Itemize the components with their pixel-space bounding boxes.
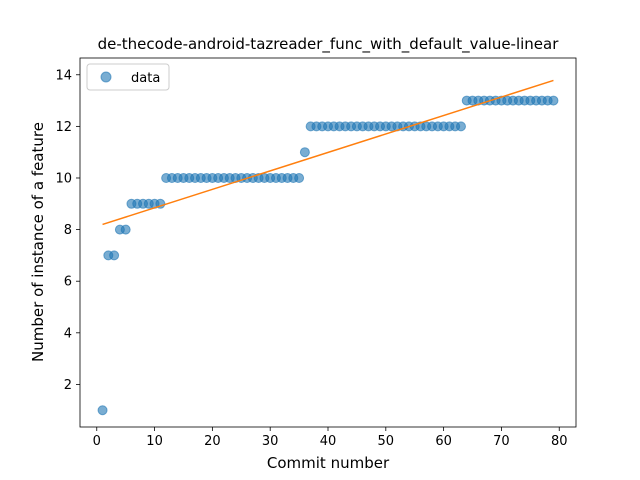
chart-title: de-thecode-android-tazreader_func_with_d… <box>98 35 560 54</box>
x-tick-label: 50 <box>378 434 395 449</box>
axes-frame <box>79 57 577 428</box>
y-tick-label: 4 <box>64 326 72 341</box>
x-tick-label: 80 <box>551 434 568 449</box>
y-tick-label: 2 <box>64 378 72 393</box>
legend-label-data: data <box>131 71 160 86</box>
plot-area <box>79 57 577 428</box>
y-axis-ticks: 2 4 6 8 10 12 14 <box>55 68 80 393</box>
x-axis-ticks: 0 10 20 30 40 50 60 70 80 <box>93 427 568 449</box>
fit-line <box>102 79 554 226</box>
y-tick-label: 10 <box>55 171 72 186</box>
y-tick-label: 14 <box>55 68 72 83</box>
x-tick-label: 40 <box>320 434 337 449</box>
x-tick-label: 0 <box>93 434 101 449</box>
y-tick-label: 12 <box>55 120 72 135</box>
x-axis-label: Commit number <box>267 454 390 472</box>
y-tick-label: 6 <box>64 275 72 290</box>
data-point <box>97 405 108 416</box>
x-tick-label: 70 <box>493 434 510 449</box>
x-tick-label: 60 <box>435 434 452 449</box>
data-point <box>455 121 466 132</box>
y-axis-label: Number of instance of a feature <box>29 122 47 362</box>
data-point <box>548 95 559 106</box>
legend: data <box>86 63 170 91</box>
legend-frame <box>86 63 170 91</box>
data-point <box>109 250 120 261</box>
legend-marker-data <box>100 71 112 83</box>
data-point <box>120 224 131 235</box>
x-tick-label: 10 <box>146 434 163 449</box>
y-tick-label: 8 <box>64 223 72 238</box>
data-point <box>299 147 310 158</box>
x-tick-label: 20 <box>204 434 221 449</box>
data-point <box>294 172 305 183</box>
x-tick-label: 30 <box>262 434 279 449</box>
